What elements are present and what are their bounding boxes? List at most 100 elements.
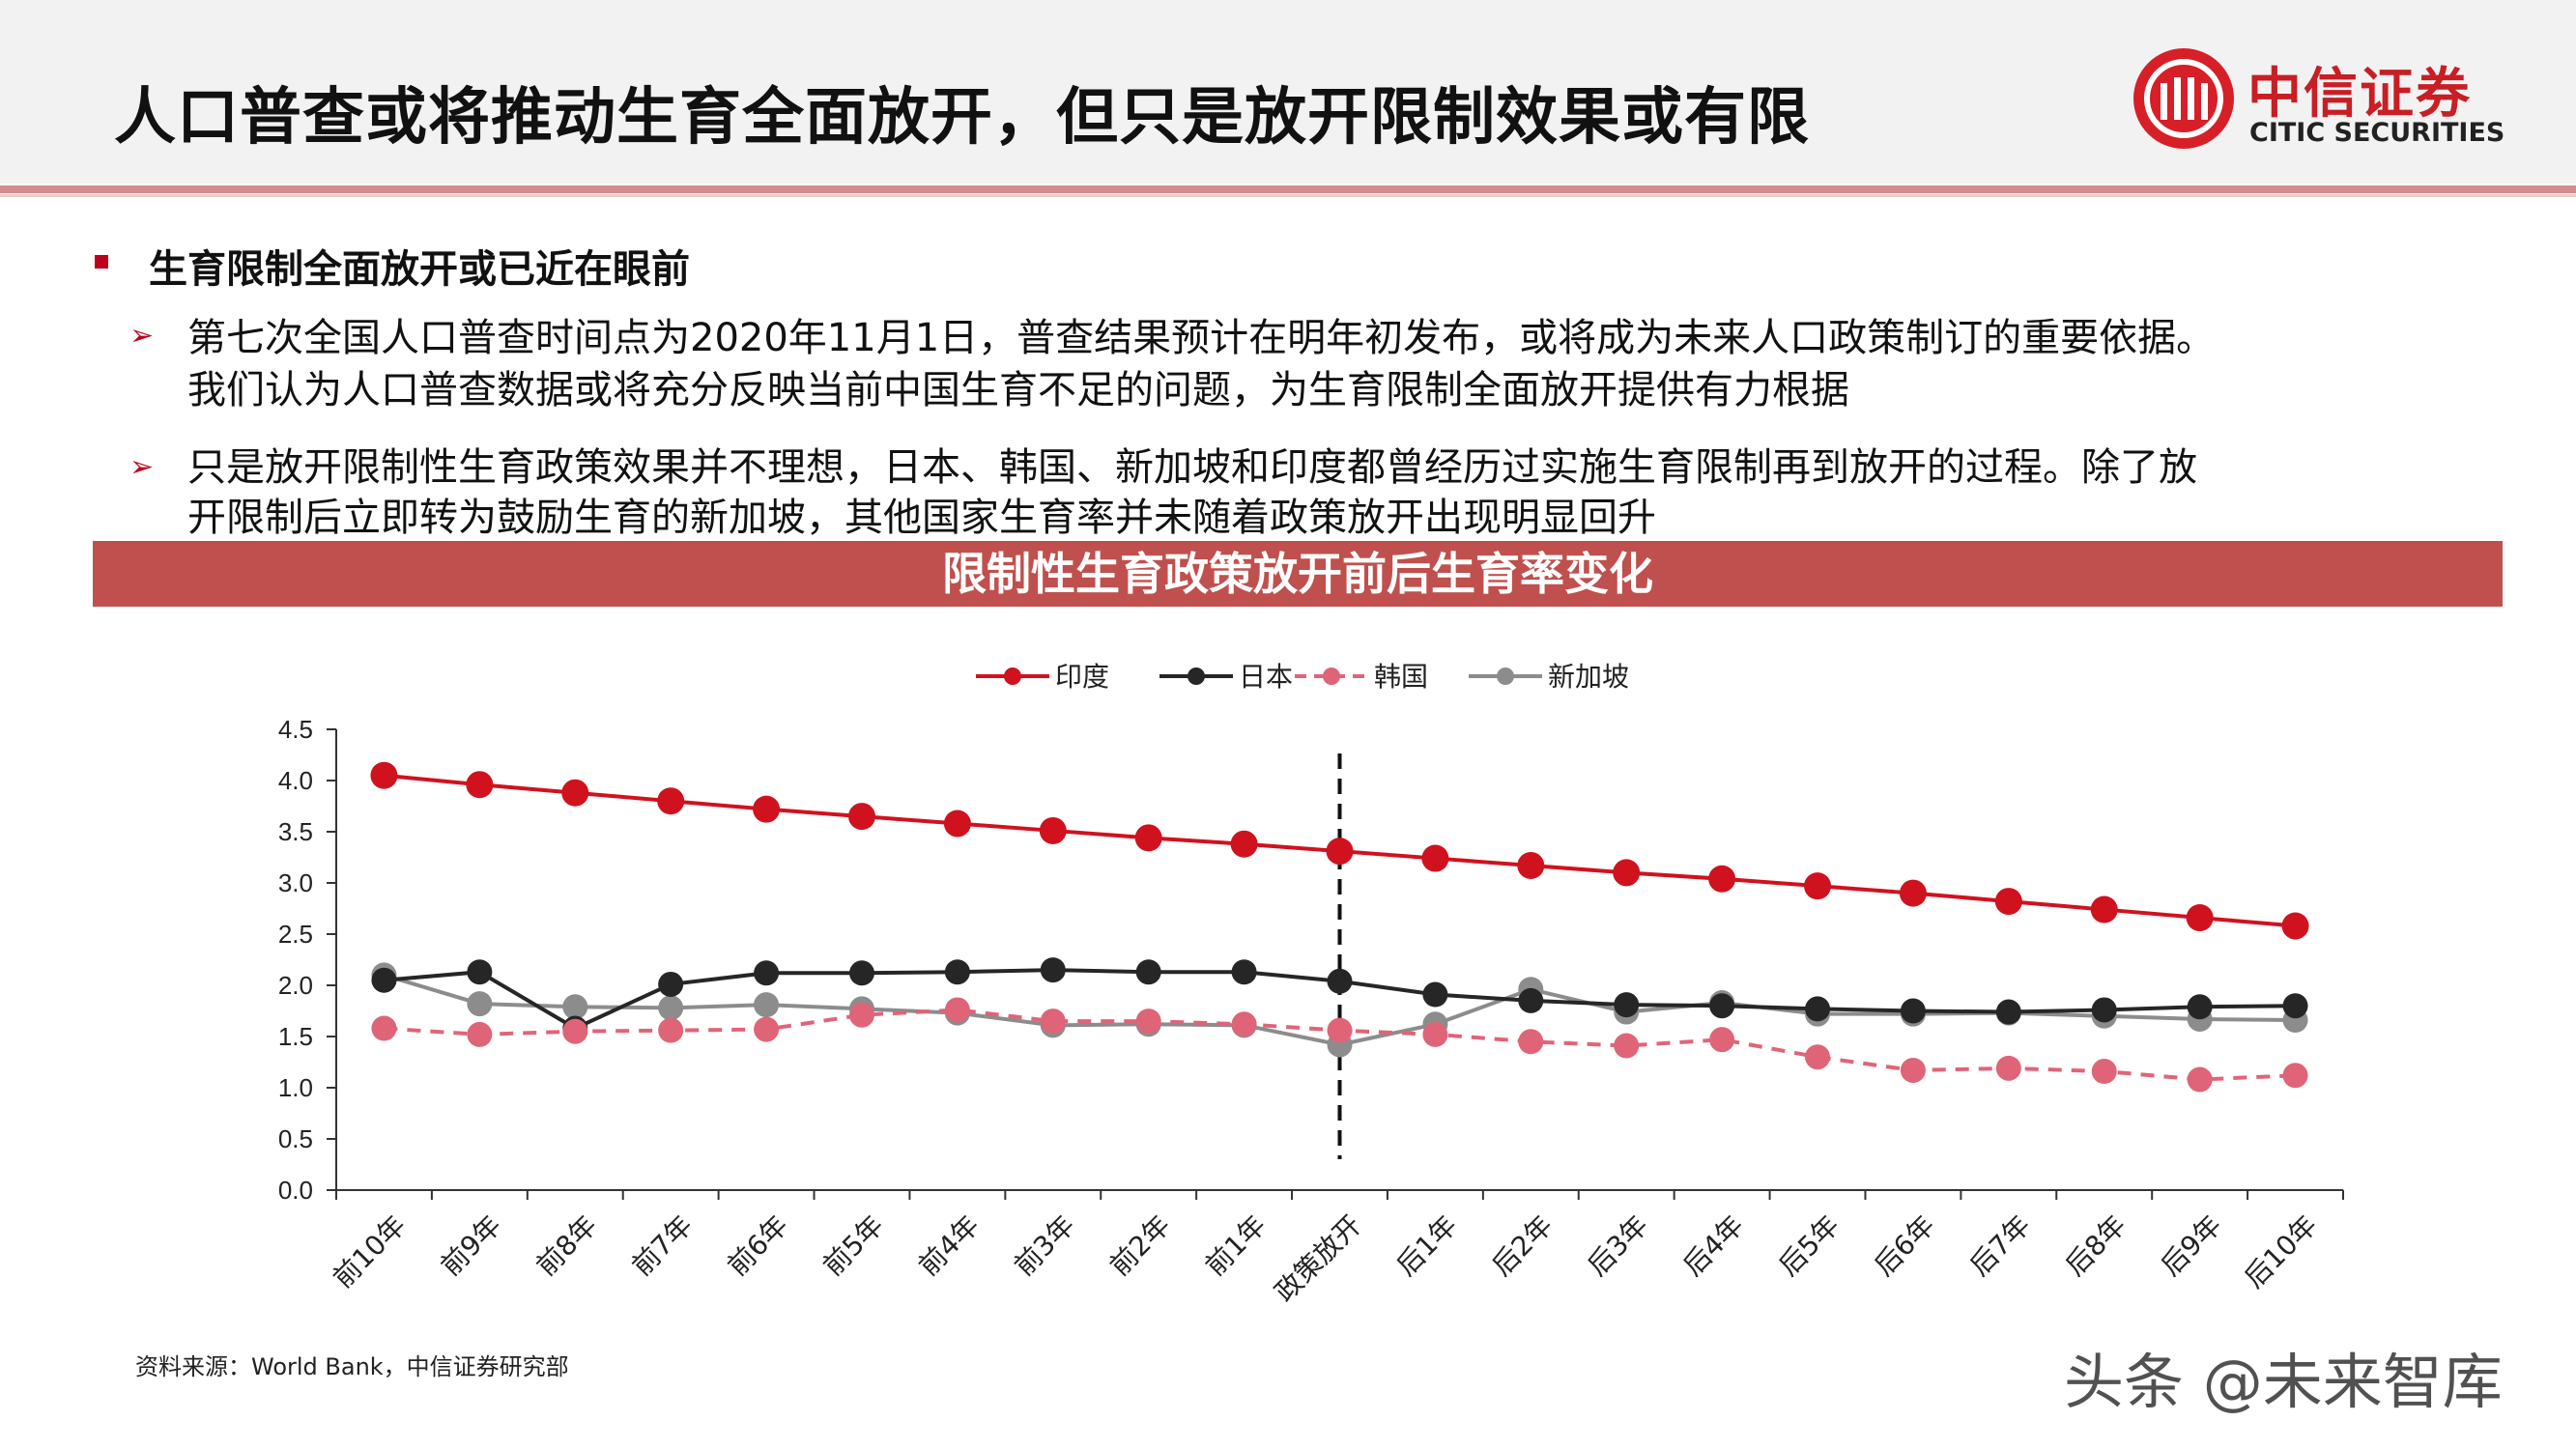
y-tick-label: 3.0	[278, 868, 313, 897]
section-heading: 生育限制全面放开或已近在眼前	[149, 247, 690, 292]
x-tick-label: 后4年	[1677, 1209, 1751, 1283]
bullet-2-line-1: 只是放开限制性生育政策效果并不理想，日本、韩国、新加坡和印度都曾经历过实施生育限…	[187, 445, 2197, 490]
x-tick-label: 前8年	[530, 1209, 604, 1283]
source-note: 资料来源：World Bank，中信证券研究部	[135, 1353, 569, 1380]
legend-label: 日本	[1239, 661, 1293, 693]
series-point-0	[1804, 872, 1832, 900]
series-point-2	[1995, 1055, 2021, 1081]
series-point-0	[1230, 830, 1258, 858]
series-point-2	[754, 1016, 780, 1042]
series-point-2	[1900, 1057, 1926, 1083]
x-tick-label: 后3年	[1582, 1209, 1655, 1283]
series-point-2	[1040, 1009, 1066, 1035]
y-tick-label: 1.5	[278, 1022, 313, 1051]
y-tick-label: 2.5	[278, 920, 313, 949]
x-tick-label: 后1年	[1390, 1209, 1464, 1283]
x-tick-label: 后7年	[1963, 1209, 2037, 1283]
chart-banner: 限制性生育政策放开前后生育率变化	[93, 541, 2503, 607]
series-point-1	[1614, 992, 1640, 1018]
series-point-2	[467, 1021, 493, 1047]
series-point-1	[944, 959, 970, 985]
series-point-3	[754, 992, 780, 1018]
logo-text-cn: 中信证券	[2247, 63, 2472, 126]
series-point-2	[1614, 1033, 1640, 1059]
y-tick-label: 1.0	[278, 1073, 313, 1102]
series-point-2	[1805, 1044, 1831, 1070]
series-point-1	[658, 971, 684, 997]
series-point-1	[1518, 987, 1544, 1013]
y-tick-label: 0.0	[278, 1176, 313, 1205]
series-point-0	[657, 787, 685, 815]
x-tick-label: 前9年	[435, 1209, 508, 1283]
x-tick-label: 政策放开	[1269, 1209, 1368, 1309]
bullet-2-line-2: 开限制后立即转为鼓励生育的新加坡，其他国家生育率并未随着政策放开出现明显回升	[187, 496, 1656, 540]
series-point-2	[1422, 1021, 1448, 1047]
series-point-2	[1327, 1017, 1353, 1043]
x-tick-label: 后10年	[2238, 1209, 2323, 1294]
x-tick-label: 后8年	[2059, 1209, 2132, 1283]
series-point-0	[943, 810, 971, 838]
fertility-line-chart: 0.0 0.5 1.0 1.5 2.0 2.5 3.0 3.5 4.0 4.5 前10年 前9年 前8年…	[278, 661, 2344, 1309]
series-point-2	[848, 1002, 874, 1028]
series-point-1	[1135, 959, 1161, 985]
citic-logo-icon	[2133, 48, 2234, 149]
arrow-bullet-icon: ➢	[129, 319, 155, 353]
series-point-1	[1327, 968, 1353, 994]
legend-swatch-marker	[1004, 668, 1021, 685]
series-point-2	[1709, 1027, 1735, 1053]
x-tick-label: 后9年	[2155, 1209, 2228, 1283]
legend-swatch-marker	[1323, 668, 1340, 685]
header-divider	[0, 185, 2576, 193]
series-point-0	[1421, 844, 1449, 872]
series-point-0	[1517, 851, 1545, 879]
legend-label: 新加坡	[1548, 661, 1629, 693]
series-point-0	[847, 803, 875, 831]
series-point-0	[1039, 816, 1067, 844]
series-point-0	[2281, 912, 2309, 940]
series-point-0	[561, 779, 589, 807]
series-point-2	[562, 1018, 588, 1044]
series-point-1	[2282, 993, 2308, 1019]
series-point-3	[562, 994, 588, 1020]
header-divider-thin	[0, 194, 2576, 197]
series-point-0	[1708, 865, 1736, 893]
legend-swatch-marker	[1188, 668, 1205, 685]
y-tick-label: 4.5	[278, 715, 313, 744]
series-point-0	[1326, 838, 1354, 866]
y-tick-label: 4.0	[278, 766, 313, 795]
series-point-2	[2091, 1059, 2117, 1085]
series-point-1	[371, 967, 397, 993]
y-tick-label: 3.5	[278, 817, 313, 846]
x-tick-label: 前7年	[626, 1209, 700, 1283]
x-tick-label: 前10年	[327, 1209, 412, 1294]
arrow-bullet-icon: ➢	[129, 450, 155, 484]
series-point-2	[1518, 1029, 1544, 1055]
series-point-0	[2186, 904, 2214, 932]
legend-label: 韩国	[1374, 661, 1428, 693]
x-tick-label: 后2年	[1486, 1209, 1560, 1283]
series-point-2	[1135, 1009, 1161, 1035]
series-point-0	[370, 761, 398, 789]
series-point-0	[466, 771, 494, 799]
series-point-0	[2090, 895, 2118, 923]
bullet-1-line-2: 我们认为人口普查数据或将充分反映当前中国生育不足的问题，为生育限制全面放开提供有…	[187, 368, 1849, 412]
bullet-1-line-1: 第七次全国人口普查时间点为2020年11月1日，普查结果预计在明年初发布，或将成…	[187, 316, 2216, 360]
x-tick-label: 前6年	[721, 1209, 794, 1283]
series-point-0	[1899, 879, 1927, 907]
x-tick-label: 后6年	[1868, 1209, 1941, 1283]
x-tick-label: 前2年	[1103, 1209, 1177, 1283]
series-point-1	[1231, 959, 1257, 985]
series-point-2	[2187, 1066, 2213, 1093]
series-point-2	[1231, 1011, 1257, 1037]
series-point-1	[467, 959, 493, 985]
series-point-0	[1994, 888, 2022, 916]
series-point-1	[848, 960, 874, 986]
series-point-1	[1805, 996, 1831, 1022]
square-bullet-icon	[95, 255, 108, 269]
x-tick-label: 前5年	[816, 1209, 890, 1283]
x-tick-label: 后5年	[1772, 1209, 1846, 1283]
y-tick-label: 0.5	[278, 1124, 313, 1153]
series-point-1	[2091, 997, 2117, 1023]
legend-label: 印度	[1055, 661, 1109, 693]
chart-title: 限制性生育政策放开前后生育率变化	[942, 548, 1653, 600]
